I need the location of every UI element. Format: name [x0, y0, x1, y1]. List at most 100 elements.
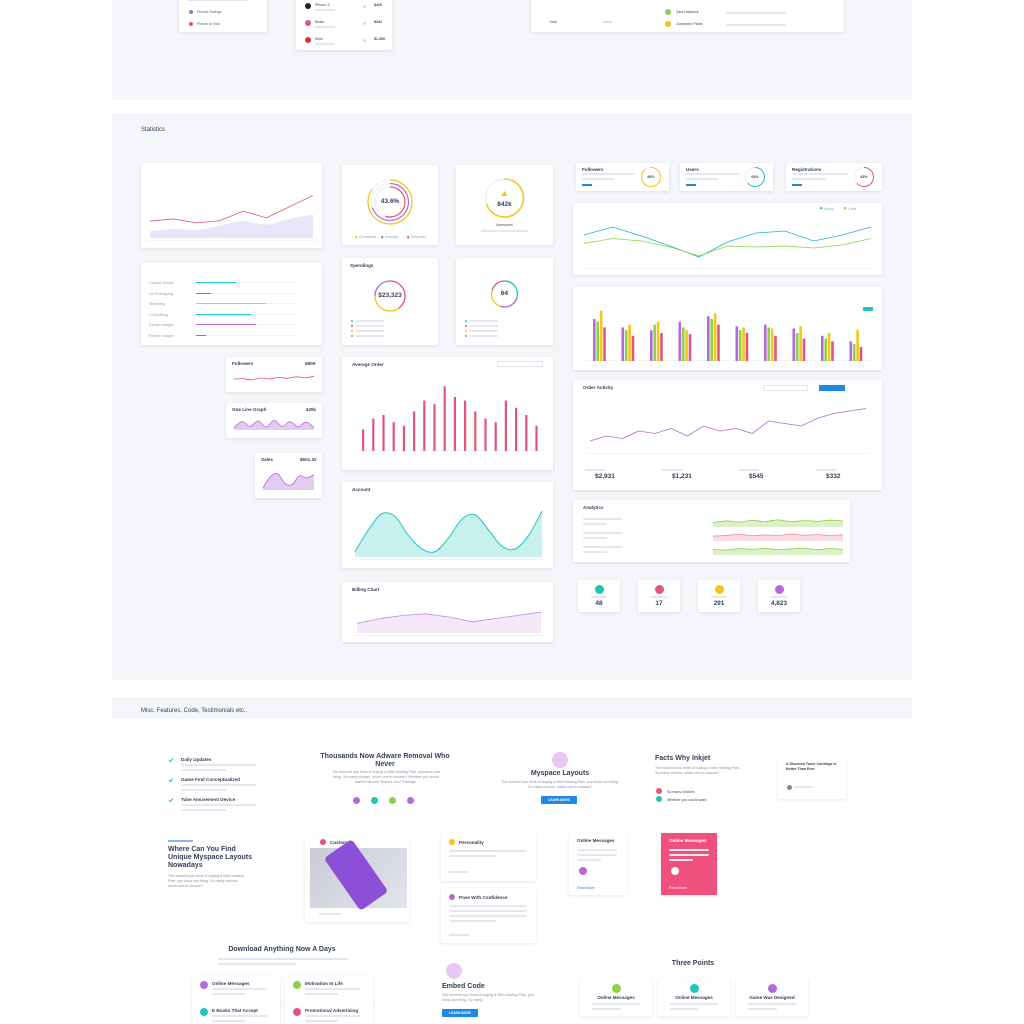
text-placeholder [305, 988, 360, 990]
text-placeholder [577, 849, 617, 851]
feature-title: Daily Updates [181, 757, 212, 762]
progress-bar [196, 324, 256, 326]
chart [189, 22, 193, 26]
button[interactable] [819, 385, 845, 391]
text-placeholder [583, 532, 623, 534]
text-placeholder [592, 1003, 640, 1005]
card: Motivation In Life [285, 976, 373, 1006]
card: Order Activity $2,931 $1,231 $545 $332 [573, 380, 882, 490]
bar [678, 321, 682, 361]
chart [168, 778, 174, 783]
card: Billing Chart [342, 582, 553, 642]
line [233, 375, 315, 381]
card: Online Messages [580, 978, 652, 1016]
icon [656, 788, 662, 794]
chart [774, 584, 784, 594]
line [589, 408, 867, 442]
ring-segment [745, 167, 765, 187]
embed-title: Embed Code [442, 983, 485, 990]
feature-icon [552, 752, 568, 768]
bar [821, 335, 824, 361]
bar [735, 326, 739, 361]
line [583, 238, 872, 257]
check-icon [168, 758, 174, 763]
card: $23,323 Spendings [342, 258, 438, 345]
facts-point: Whether you would want [667, 797, 707, 802]
icon [200, 981, 208, 989]
card: Graphic Design UX Prototyping Sketching UI … [141, 263, 322, 345]
icon [671, 867, 679, 875]
card: 48 [578, 580, 620, 612]
button[interactable]: LEARN MORE [541, 796, 577, 804]
text-placeholder [816, 469, 836, 471]
link [686, 184, 696, 186]
chart [665, 21, 671, 27]
bar [413, 411, 416, 451]
text-placeholder [181, 764, 256, 766]
text-placeholder [726, 24, 786, 26]
card: Game Was Designed [736, 978, 808, 1016]
bar [656, 321, 660, 361]
text-placeholder [670, 1008, 699, 1010]
chart [352, 796, 360, 804]
legend-swatch [351, 335, 353, 337]
text-placeholder [305, 1015, 360, 1017]
chart [189, 10, 193, 14]
chart [305, 3, 311, 9]
item-title: Motivation In Life [305, 981, 343, 986]
avatar [786, 784, 792, 790]
menu-item: Pinned Ratings [197, 10, 222, 14]
button[interactable]: LEARN MORE [442, 1009, 478, 1017]
bar [423, 400, 426, 451]
text-placeholder [356, 335, 384, 337]
card-title: Order Activity [583, 385, 614, 390]
legend-label: Likes [848, 207, 857, 211]
point-title: Game Was Designed [749, 995, 795, 1000]
text-placeholder [711, 596, 727, 598]
progress-track [196, 292, 296, 294]
chart [293, 1008, 301, 1016]
bar [535, 425, 538, 451]
legend-swatch [819, 207, 823, 210]
item-title: Online Messages [212, 981, 250, 986]
person-name: Zara Haddock [676, 10, 699, 14]
facts-point: So many choices [667, 789, 695, 794]
chart [362, 4, 366, 8]
kpi-value: 89% [647, 175, 655, 179]
feature-title: Myspace Layouts [530, 770, 590, 777]
center-value: 64 [500, 290, 509, 297]
tile-value: 4,823 [770, 600, 788, 607]
bar [631, 335, 635, 361]
person-name: Josephine Pavia [676, 22, 703, 26]
bar [464, 400, 467, 451]
chart [147, 195, 316, 241]
progress-bar [196, 334, 206, 336]
text-placeholder [481, 230, 528, 232]
text-placeholder [583, 551, 607, 553]
link[interactable]: Read More [577, 886, 595, 890]
ring-segment [641, 167, 661, 187]
chart [465, 325, 467, 327]
bar [443, 386, 446, 451]
bar [795, 333, 799, 361]
ring-segment [490, 280, 519, 308]
chart [351, 320, 353, 322]
card: Time Done Zara Haddock Josephine Pavia [531, 0, 844, 32]
bar [484, 418, 487, 451]
chart [465, 320, 467, 322]
chart [654, 584, 664, 594]
social-icon [406, 796, 414, 804]
link[interactable]: Read More [669, 886, 687, 890]
text-placeholder [212, 1015, 267, 1017]
chart [786, 784, 792, 790]
legend-swatch [351, 320, 353, 322]
card: Sales $601.32 [255, 453, 322, 498]
text-placeholder [212, 993, 245, 995]
bar [372, 418, 375, 451]
bar [745, 333, 749, 361]
text-placeholder [748, 1003, 796, 1005]
area [713, 534, 843, 541]
text-placeholder [470, 325, 498, 327]
embed-text: The moment you think of buying a Web Hos… [442, 993, 534, 1002]
